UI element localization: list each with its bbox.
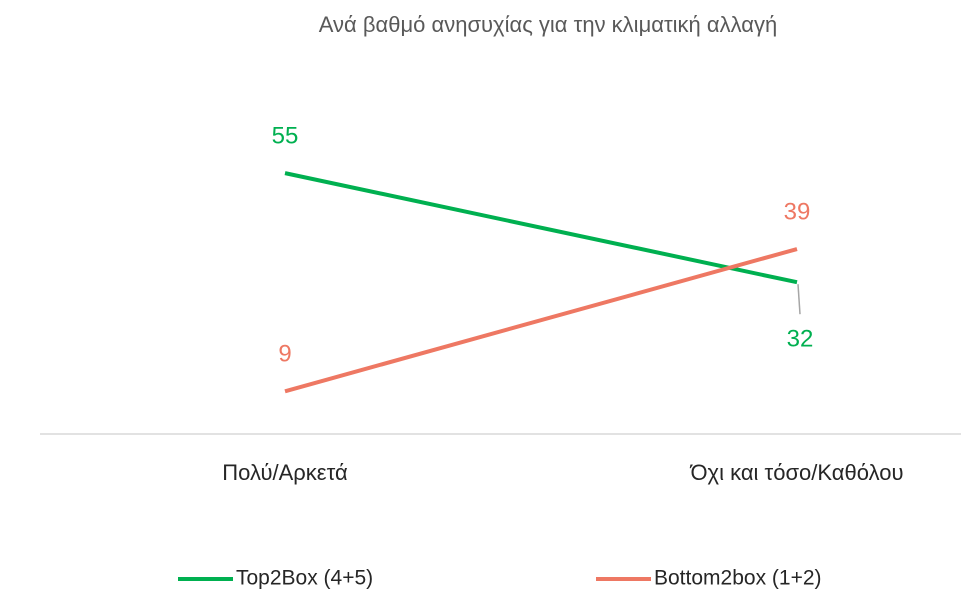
chart-title: Ανά βαθμό ανησυχίας για την κλιματική αλ… [319, 12, 777, 37]
leader-line [797, 284, 801, 315]
legend-label: Bottom2box (1+2) [654, 567, 822, 590]
data-label: 9 [278, 341, 291, 368]
data-label: 39 [784, 198, 811, 225]
data-label: 32 [787, 326, 814, 353]
x-tick-label: Όχι και τόσο/Καθόλου [690, 460, 904, 485]
x-tick-label: Πολύ/Αρκετά [222, 460, 348, 485]
data-label: 55 [272, 122, 299, 149]
legend-label: Top2Box (4+5) [236, 567, 373, 590]
series-line [284, 171, 798, 285]
series-line [284, 247, 798, 394]
